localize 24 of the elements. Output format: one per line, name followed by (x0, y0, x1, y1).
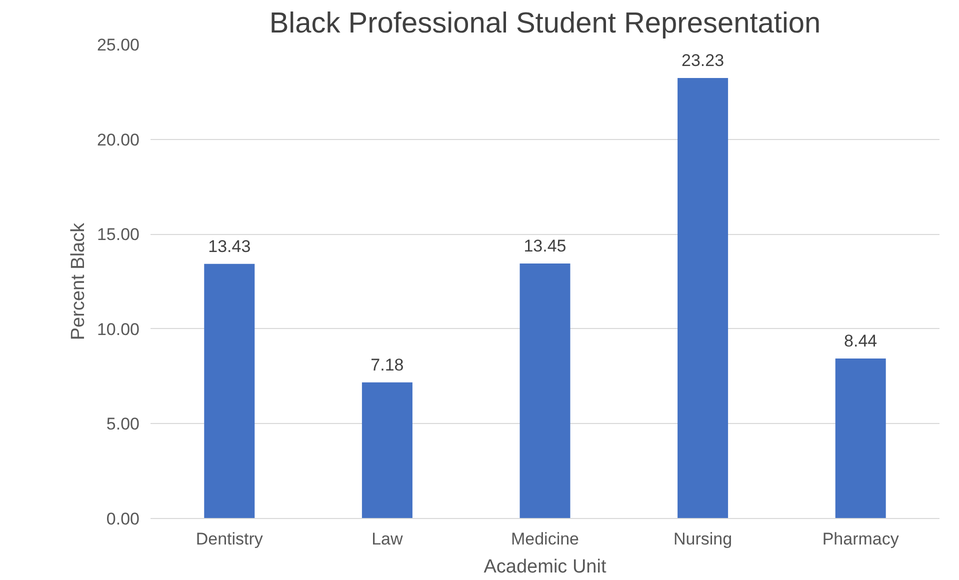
y-tick-label: 20.00 (96, 130, 140, 150)
bar (204, 264, 255, 518)
x-tick-label: Medicine (510, 530, 580, 548)
chart-title: Black Professional Student Representation (269, 8, 821, 40)
data-label: 23.23 (682, 51, 724, 70)
data-label: 7.18 (370, 355, 404, 374)
bar (362, 382, 412, 518)
data-label: 13.43 (208, 236, 251, 256)
x-tick-label: Nursing (674, 530, 732, 548)
x-axis-title: Academic Unit (484, 556, 607, 578)
x-tick-label: Law (372, 530, 404, 548)
bar (520, 263, 570, 518)
x-tick-label: Pharmacy (822, 530, 900, 548)
bar (678, 78, 728, 518)
y-axis-title: Percent Black (68, 222, 89, 340)
y-tick-label: 5.00 (106, 414, 140, 434)
data-label: 8.44 (844, 331, 878, 350)
bar (835, 358, 886, 518)
y-tick-label: 10.00 (96, 320, 140, 339)
y-tick-label: 0.00 (106, 510, 140, 528)
x-tick-label: Dentistry (196, 530, 264, 548)
y-tick-label: 25.00 (96, 36, 140, 54)
y-tick-label: 15.00 (96, 225, 140, 244)
data-label: 13.45 (524, 236, 566, 256)
